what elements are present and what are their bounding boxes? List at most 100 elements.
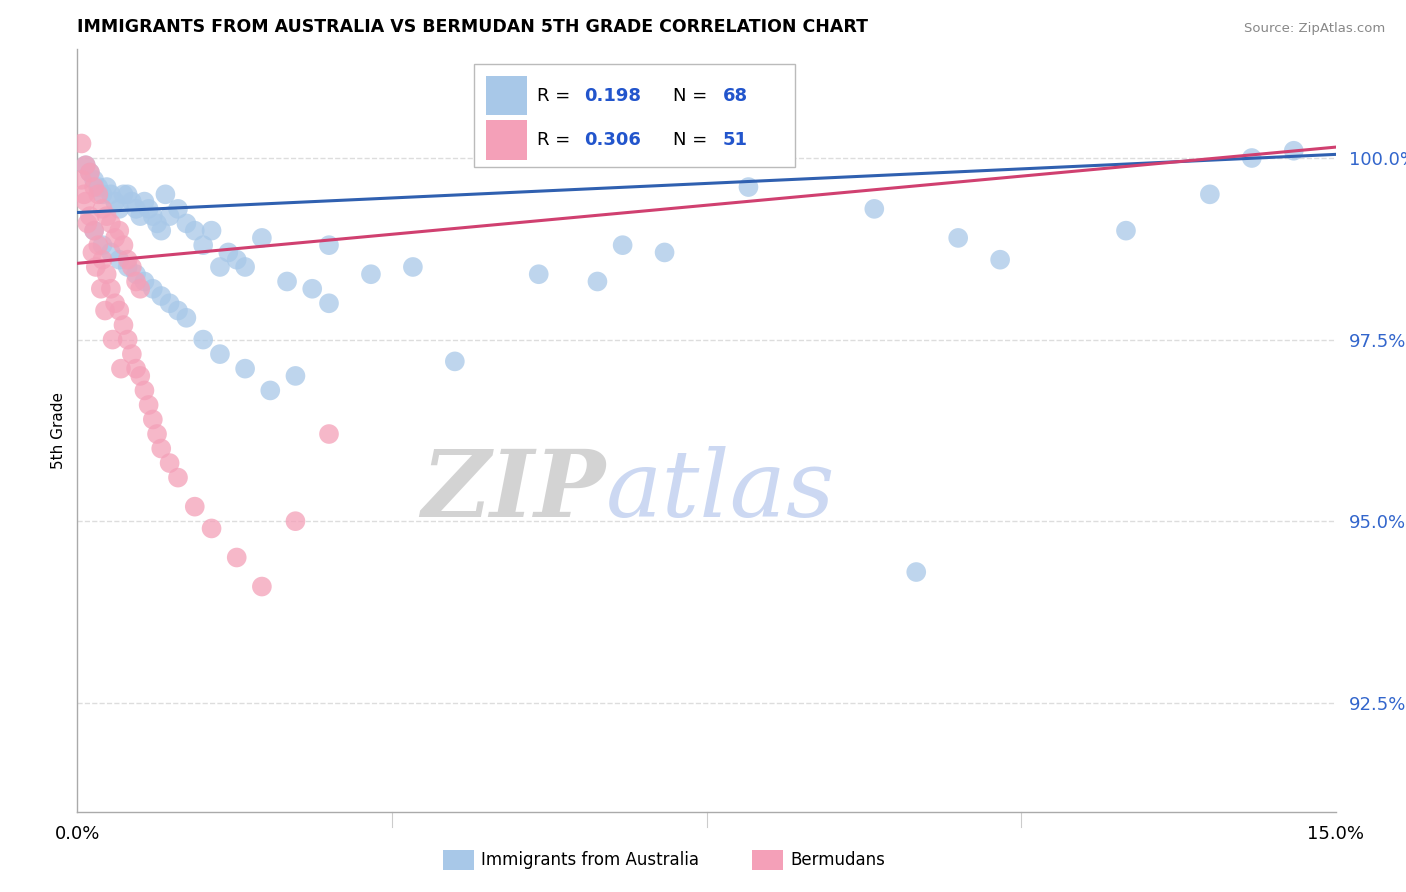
Point: [91, 187, 114, 202]
Point: [200, 224, 222, 238]
Point: [112, 187, 135, 202]
Bar: [486, 120, 527, 160]
Y-axis label: 5th Grade: 5th Grade: [51, 392, 66, 469]
Point: [125, 202, 148, 216]
Point: [83, 224, 105, 238]
Point: [284, 514, 307, 528]
Point: [129, 282, 152, 296]
Point: [1282, 144, 1305, 158]
Point: [142, 282, 165, 296]
Point: [301, 282, 323, 296]
Point: [146, 427, 169, 442]
Point: [146, 216, 169, 230]
Text: Source: ZipAtlas.com: Source: ZipAtlas.com: [1244, 22, 1385, 36]
Point: [191, 333, 215, 347]
Point: [121, 260, 143, 274]
Point: [108, 224, 131, 238]
Point: [527, 267, 550, 281]
Point: [284, 368, 307, 383]
Point: [108, 303, 131, 318]
Point: [225, 252, 247, 267]
Point: [176, 310, 198, 325]
Point: [83, 224, 105, 238]
Point: [79, 165, 101, 179]
Point: [138, 398, 160, 412]
Point: [167, 470, 190, 484]
Point: [250, 580, 273, 594]
Point: [225, 550, 247, 565]
Point: [586, 275, 609, 289]
Point: [121, 194, 143, 209]
Point: [75, 158, 97, 172]
Text: R =: R =: [537, 87, 575, 104]
Point: [96, 180, 118, 194]
Point: [208, 347, 231, 361]
Point: [159, 296, 181, 310]
Point: [110, 361, 132, 376]
Point: [159, 209, 181, 223]
Text: 68: 68: [723, 87, 748, 104]
Text: 0.306: 0.306: [585, 131, 641, 149]
Text: IMMIGRANTS FROM AUSTRALIA VS BERMUDAN 5TH GRADE CORRELATION CHART: IMMIGRANTS FROM AUSTRALIA VS BERMUDAN 5T…: [77, 19, 869, 37]
Point: [104, 231, 127, 245]
Point: [112, 238, 135, 252]
Text: 51: 51: [723, 131, 748, 149]
Point: [96, 209, 118, 223]
Point: [863, 202, 886, 216]
Point: [250, 231, 273, 245]
Point: [208, 260, 231, 274]
Point: [117, 333, 139, 347]
Point: [142, 209, 165, 223]
Point: [125, 267, 148, 281]
Point: [167, 202, 190, 216]
Point: [444, 354, 467, 368]
Text: R =: R =: [537, 131, 575, 149]
Point: [276, 275, 298, 289]
Point: [167, 303, 190, 318]
Point: [117, 260, 139, 274]
Text: Immigrants from Australia: Immigrants from Australia: [481, 851, 699, 869]
Point: [100, 245, 122, 260]
Point: [184, 500, 207, 514]
Point: [112, 318, 135, 332]
Point: [94, 303, 117, 318]
Point: [104, 194, 127, 209]
Point: [70, 173, 93, 187]
Point: [70, 136, 93, 151]
Point: [737, 180, 759, 194]
Point: [117, 252, 139, 267]
Point: [360, 267, 382, 281]
Text: N =: N =: [672, 131, 713, 149]
Point: [101, 333, 124, 347]
Point: [83, 180, 105, 194]
Point: [83, 173, 105, 187]
Point: [91, 252, 114, 267]
Point: [200, 521, 222, 535]
Bar: [486, 76, 527, 115]
Point: [73, 187, 96, 202]
Point: [233, 260, 256, 274]
Point: [159, 456, 181, 470]
Point: [100, 187, 122, 202]
Point: [100, 216, 122, 230]
Point: [318, 296, 340, 310]
Point: [150, 289, 173, 303]
Point: [142, 412, 165, 426]
Point: [654, 245, 676, 260]
Point: [117, 187, 139, 202]
Point: [1240, 151, 1263, 165]
Point: [79, 165, 101, 179]
Point: [104, 296, 127, 310]
Point: [96, 267, 118, 281]
Point: [91, 202, 114, 216]
Text: N =: N =: [672, 87, 713, 104]
FancyBboxPatch shape: [474, 64, 794, 168]
Point: [134, 194, 156, 209]
Point: [134, 275, 156, 289]
Point: [176, 216, 198, 230]
Point: [402, 260, 425, 274]
Text: 0.198: 0.198: [585, 87, 641, 104]
Point: [150, 224, 173, 238]
Point: [155, 187, 177, 202]
Point: [108, 202, 131, 216]
